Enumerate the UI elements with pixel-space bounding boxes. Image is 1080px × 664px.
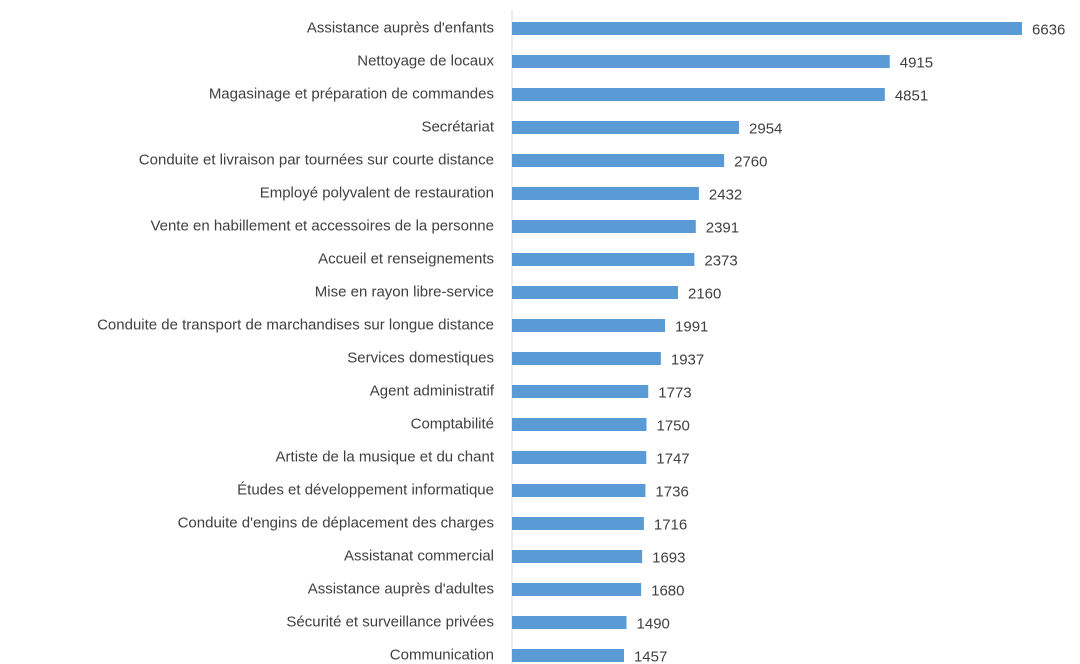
- bar: [512, 649, 624, 662]
- bar: [512, 550, 643, 563]
- y-tick-label: Mise en rayon libre-service: [315, 283, 494, 300]
- y-tick-label: Nettoyage de locaux: [357, 52, 494, 69]
- bar: [512, 187, 699, 200]
- y-tick-label: Vente en habillement et accessoires de l…: [150, 217, 494, 234]
- value-label: 2954: [749, 120, 782, 137]
- value-label: 2373: [704, 252, 737, 269]
- value-label: 1991: [675, 318, 708, 335]
- bar: [512, 286, 679, 299]
- value-label: 4851: [895, 87, 928, 104]
- y-tick-label: Études et développement informatique: [237, 481, 494, 498]
- value-label: 2391: [706, 219, 739, 236]
- y-tick-label: Conduite et livraison par tournées sur c…: [139, 151, 494, 168]
- bar: [512, 22, 1023, 35]
- bar: [512, 121, 740, 134]
- bar: [512, 55, 890, 68]
- y-tick-label: Magasinage et préparation de commandes: [209, 85, 494, 102]
- y-tick-label: Artiste de la musique et du chant: [276, 448, 495, 465]
- bar: [512, 385, 649, 398]
- y-tick-label: Sécurité et surveillance privées: [286, 613, 494, 630]
- y-tick-label: Comptabilité: [411, 415, 494, 432]
- bar: [512, 319, 666, 332]
- y-tick-label: Agent administratif: [370, 382, 495, 399]
- bar: [512, 616, 627, 629]
- bar: [512, 253, 695, 266]
- value-label: 1937: [671, 351, 704, 368]
- value-label: 1680: [651, 582, 684, 599]
- y-tick-label: Assistance auprès d'enfants: [307, 19, 494, 36]
- value-label: 1750: [657, 417, 690, 434]
- value-label: 6636: [1032, 21, 1065, 38]
- bar: [512, 154, 725, 167]
- bar: [512, 517, 644, 530]
- y-tick-label: Employé polyvalent de restauration: [260, 184, 494, 201]
- y-tick-label: Services domestiques: [347, 349, 494, 366]
- y-tick-label: Accueil et renseignements: [318, 250, 494, 267]
- bar: [512, 583, 642, 596]
- value-label: 1716: [654, 516, 687, 533]
- bar: [512, 451, 647, 464]
- value-label: 1747: [656, 450, 689, 467]
- value-label: 2432: [709, 186, 742, 203]
- y-tick-label: Conduite d'engins de déplacement des cha…: [178, 514, 494, 531]
- y-tick-label: Secrétariat: [421, 118, 494, 135]
- value-label: 2760: [734, 153, 767, 170]
- y-tick-label: Assistanat commercial: [344, 547, 494, 564]
- value-label: 1693: [652, 549, 685, 566]
- y-tick-label: Conduite de transport de marchandises su…: [97, 316, 494, 333]
- bar: [512, 484, 646, 497]
- value-label: 1457: [634, 648, 667, 664]
- bar: [512, 418, 647, 431]
- value-label: 1773: [658, 384, 691, 401]
- value-label: 1736: [655, 483, 688, 500]
- bar: [512, 220, 696, 233]
- bar: [512, 88, 885, 101]
- value-label: 1490: [637, 615, 670, 632]
- y-tick-label: Communication: [390, 646, 494, 663]
- y-tick-label: Assistance auprès d'adultes: [308, 580, 494, 597]
- value-label: 4915: [900, 54, 933, 71]
- value-label: 2160: [688, 285, 721, 302]
- bar: [512, 352, 661, 365]
